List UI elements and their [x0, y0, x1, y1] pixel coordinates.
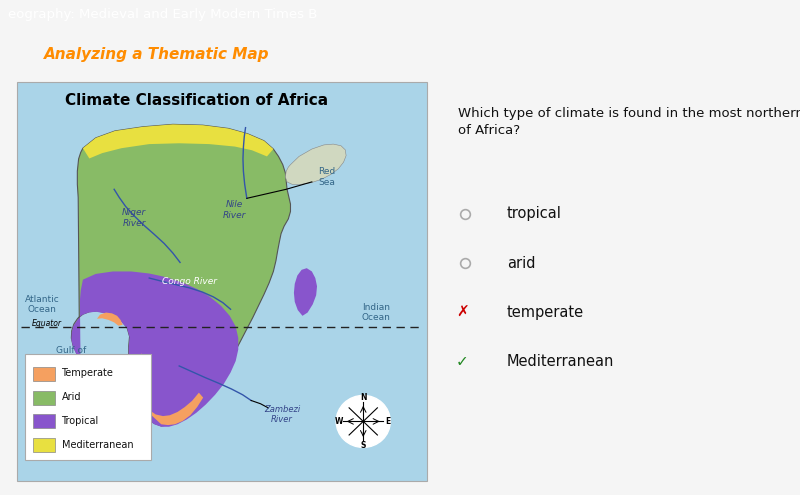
Polygon shape — [71, 271, 238, 427]
Polygon shape — [71, 124, 290, 426]
Text: N: N — [360, 393, 366, 402]
Text: ✗: ✗ — [456, 305, 469, 320]
Text: Mediterranean: Mediterranean — [506, 354, 614, 369]
Text: Climate Classification of Africa: Climate Classification of Africa — [65, 94, 328, 108]
Text: E: E — [386, 417, 390, 426]
Polygon shape — [83, 124, 274, 158]
Text: Analyzing a Thematic Map: Analyzing a Thematic Map — [44, 48, 270, 62]
Polygon shape — [294, 268, 317, 316]
Text: Tropical: Tropical — [62, 416, 98, 426]
Text: arid: arid — [506, 256, 535, 271]
FancyBboxPatch shape — [17, 83, 427, 481]
FancyBboxPatch shape — [33, 414, 55, 428]
Text: W: W — [334, 417, 342, 426]
Text: tropical: tropical — [506, 206, 562, 221]
Text: temperate: temperate — [506, 305, 584, 320]
FancyBboxPatch shape — [33, 438, 55, 452]
Text: Red
Sea: Red Sea — [318, 167, 335, 187]
Text: Indian
Ocean: Indian Ocean — [362, 303, 390, 322]
Text: S: S — [361, 441, 366, 449]
Text: Atlantic
Ocean: Atlantic Ocean — [25, 295, 60, 314]
Text: Gulf of
Guinea: Gulf of Guinea — [55, 346, 87, 365]
Text: Equator: Equator — [31, 319, 62, 328]
Text: Nile
River: Nile River — [223, 200, 246, 219]
Polygon shape — [286, 144, 346, 184]
FancyBboxPatch shape — [25, 353, 151, 460]
Text: eography: Medieval and Early Modern Times B: eography: Medieval and Early Modern Time… — [8, 7, 318, 21]
Text: ✓: ✓ — [456, 354, 469, 369]
Text: Arid: Arid — [62, 392, 81, 402]
Circle shape — [336, 396, 390, 447]
Polygon shape — [97, 312, 122, 326]
Text: Zambezi
River: Zambezi River — [264, 405, 300, 424]
Text: Congo River: Congo River — [162, 277, 218, 286]
Polygon shape — [134, 353, 203, 425]
Text: Niger
River: Niger River — [122, 208, 146, 228]
Text: Which type of climate is found in the most northern part
of Africa?: Which type of climate is found in the mo… — [458, 107, 800, 137]
Text: Mediterranean: Mediterranean — [62, 440, 133, 450]
FancyBboxPatch shape — [33, 391, 55, 404]
Text: Temperate: Temperate — [62, 368, 114, 378]
FancyBboxPatch shape — [33, 367, 55, 381]
